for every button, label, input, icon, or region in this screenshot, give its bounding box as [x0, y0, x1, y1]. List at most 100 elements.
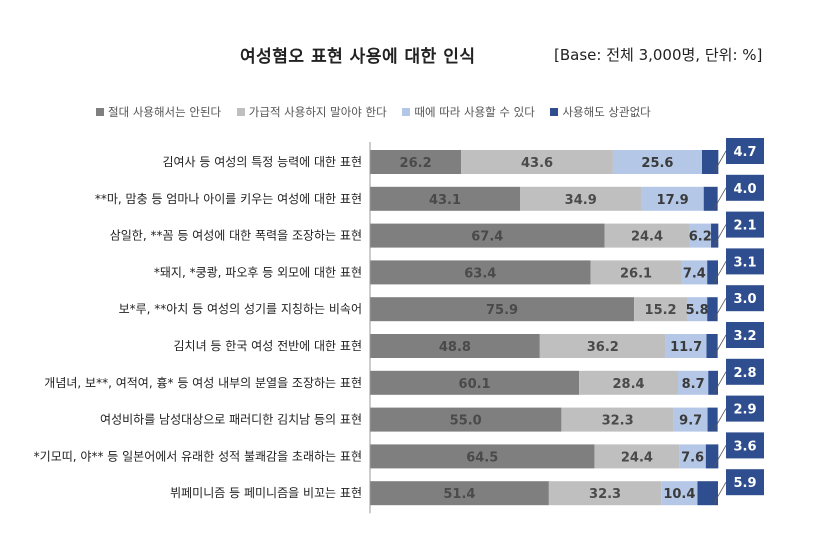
bar-segment [594, 444, 680, 469]
legend-swatch-never [96, 108, 104, 116]
bar-segment [461, 150, 613, 174]
data-label: 17.9 [657, 193, 689, 208]
data-label: 9.7 [679, 414, 702, 429]
callout-label: 2.9 [733, 403, 756, 418]
bar-segment [561, 407, 674, 432]
bar-segment [370, 150, 462, 174]
bar-segment [701, 150, 719, 174]
data-label: 67.4 [471, 230, 503, 245]
bar-segment [673, 407, 708, 432]
bar-segment [634, 297, 688, 322]
bar-segment [661, 481, 698, 506]
category-label: *돼지, *쿵쾅, 파오후 등 외모에 대한 표현 [154, 265, 362, 279]
callout-label: 3.6 [733, 439, 756, 454]
callout-box [726, 432, 764, 459]
callout-leader [713, 445, 727, 467]
callout-box [726, 358, 764, 385]
bar-segment [687, 297, 708, 322]
category-label: 개념녀, 보**, 여적여, 흉* 등 여성 내부의 분열을 조장하는 표현 [44, 376, 362, 390]
bar-segment [679, 444, 706, 469]
bar-segment [370, 370, 580, 395]
bar-segment [697, 481, 718, 506]
callout-label: 4.7 [733, 145, 756, 160]
data-label: 26.2 [400, 156, 432, 171]
callout-box [726, 285, 764, 312]
category-label: 여성비하를 남성대상으로 패러디한 김치남 등의 표현 [100, 413, 362, 427]
category-label: 보*루, **아치 등 여성의 성기를 지칭하는 비속어 [119, 302, 362, 316]
callout-box [726, 395, 764, 422]
data-label: 34.9 [565, 193, 597, 208]
bar-segment [579, 370, 678, 395]
bar-segment [370, 444, 595, 469]
category-label: 뷔페미니즘 등 페미니즘을 비꼬는 표현 [170, 486, 362, 500]
callout-label: 3.2 [733, 329, 756, 344]
callout-label: 3.0 [733, 292, 756, 307]
callout-label: 5.9 [733, 476, 756, 491]
legend-label-never: 절대 사용해서는 안된다 [108, 105, 222, 119]
base-note: [Base: 전체 3,000명, 단위: %] [554, 46, 763, 64]
callout-box [726, 211, 764, 238]
legend-label-depends: 때에 따라 사용할 수 있다 [414, 105, 535, 119]
callout-box [726, 469, 764, 496]
category-label: *기모띠, 야** 등 일본어에서 유래한 성적 불쾌감을 초래하는 표현 [34, 449, 362, 463]
callout-label: 3.1 [733, 255, 756, 270]
callout-box [726, 174, 764, 201]
legend-item-depends: 때에 따라 사용할 수 있다 [402, 104, 535, 120]
data-label: 36.2 [587, 340, 619, 355]
legend-swatch-depends [402, 108, 411, 116]
callout-leader [713, 482, 727, 504]
callout-leader [713, 298, 727, 320]
legend: 절대 사용해서는 안된다 가급적 사용하지 말아야 한다 때에 따라 사용할 수… [96, 104, 663, 122]
legend-item-fine: 사용해도 상관없다 [550, 104, 651, 120]
bar-segment [706, 334, 718, 358]
callout-leader [713, 224, 727, 246]
bar-segment [590, 260, 682, 285]
data-label: 63.4 [464, 266, 496, 281]
bar-segment [539, 334, 666, 358]
callout-leader [713, 261, 727, 283]
data-label: 43.1 [429, 193, 461, 208]
category-label: 김여사 등 여성의 특정 능력에 대한 표현 [162, 155, 362, 169]
bar-segment [681, 260, 708, 285]
data-label: 75.9 [486, 303, 518, 318]
bar-segment [707, 297, 718, 322]
bar-segment [519, 186, 642, 211]
data-label: 60.1 [459, 377, 491, 392]
data-label: 5.8 [686, 303, 709, 318]
data-label: 7.6 [681, 450, 704, 465]
callout-leader [713, 187, 727, 209]
category-label: 삼일한, **꼼 등 여성에 대한 폭력을 조장하는 표현 [110, 229, 362, 243]
bar-segment [548, 481, 662, 506]
category-label: **마, 맘충 등 엄마나 아이를 키우는 여성에 대한 표현 [95, 192, 362, 206]
callout-label: 2.1 [733, 219, 756, 234]
bar-segment [370, 407, 562, 432]
chart-title: 여성혐오 표현 사용에 대한 인식 [240, 47, 476, 67]
data-label: 25.6 [641, 156, 673, 171]
data-label: 10.4 [663, 487, 695, 502]
bar-segment [711, 223, 719, 248]
data-label: 55.0 [450, 414, 482, 429]
data-label: 28.4 [613, 377, 645, 392]
bar-segment [370, 297, 635, 322]
bar-segment [604, 223, 690, 248]
callout-leader [713, 334, 727, 357]
data-label: 32.3 [602, 414, 634, 429]
data-label: 8.7 [682, 377, 705, 392]
data-label: 51.4 [443, 487, 475, 502]
data-label: 48.8 [439, 340, 471, 355]
bar-segment [370, 334, 540, 358]
category-label: 김치녀 등 한국 여성 전반에 대한 표현 [174, 339, 363, 353]
callout-leader [713, 408, 727, 430]
bar-segment [370, 223, 605, 248]
callout-label: 4.0 [733, 182, 756, 197]
legend-item-avoid: 가급적 사용하지 말아야 한다 [236, 104, 387, 120]
bar-segment [707, 407, 718, 432]
data-label: 15.2 [645, 303, 677, 318]
data-label: 64.5 [466, 450, 498, 465]
data-label: 7.4 [683, 266, 706, 281]
bar-segment [677, 370, 709, 395]
legend-swatch-avoid [236, 108, 245, 116]
chart-title-bar: 여성혐오 표현 사용에 대한 인식 [Base: 전체 3,000명, 단위: … [0, 34, 820, 67]
legend-label-fine: 사용해도 상관없다 [562, 105, 651, 119]
